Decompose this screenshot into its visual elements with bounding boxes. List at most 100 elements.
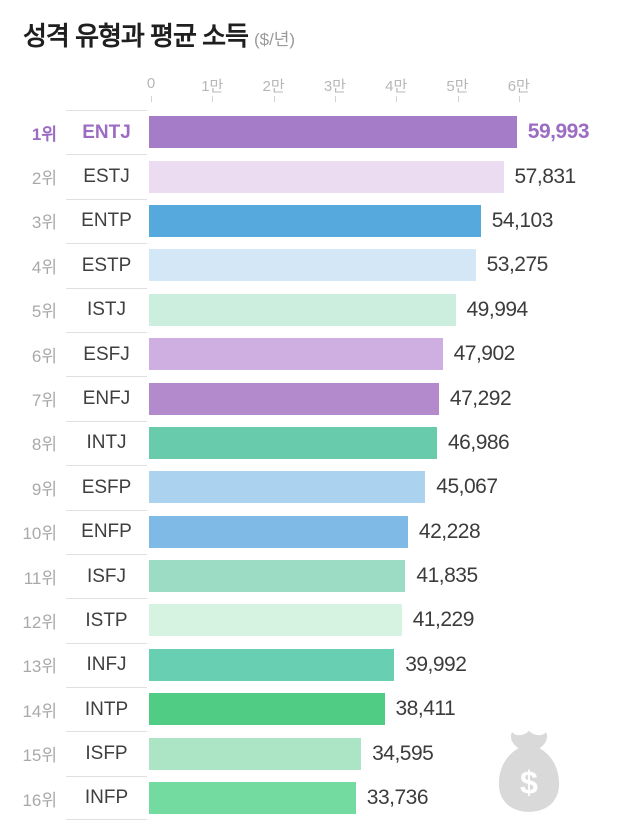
chart-row-infp: 16위 INFP 33,736 [0, 775, 617, 821]
money-bag-icon: $ [494, 726, 564, 823]
type-label: ISTP [66, 598, 147, 642]
axis-tick-mark [273, 96, 275, 102]
bar [149, 249, 476, 282]
bar [149, 160, 504, 193]
chart-row-isfj: 11위 ISFJ 41,835 [0, 553, 617, 598]
chart-row-isfp: 15위 ISFP 34,595 [0, 731, 617, 775]
bar [149, 116, 517, 149]
chart-row-istj: 5위 ISTJ 49,994 [0, 287, 617, 332]
bar-zone: 34,595 [147, 731, 617, 775]
rank-label: 14위 [22, 701, 57, 721]
axis-tick-label: 6만 [507, 78, 530, 95]
bar-zone: 41,229 [147, 598, 617, 642]
axis-tick-mark [334, 96, 336, 102]
bar-zone: 42,228 [147, 510, 617, 554]
type-label: ESFP [66, 465, 147, 509]
rank-label: 6위 [31, 346, 57, 366]
bar [149, 293, 456, 326]
chart-row-entp: 3위 ENTP 54,103 [0, 198, 617, 243]
rank-label: 1위 [31, 124, 57, 144]
type-label: ENFP [66, 509, 147, 554]
rank-label: 15위 [22, 746, 57, 766]
chart-title-text: 성격 유형과 평균 소득 [23, 21, 249, 51]
chart-title-unit: ($/년) [253, 30, 296, 49]
money-bag-shape [498, 730, 560, 812]
bar [149, 471, 426, 504]
bar-zone: 49,994 [147, 288, 617, 332]
type-label: ESFJ [66, 331, 147, 376]
bar [149, 560, 406, 593]
bar [149, 338, 443, 371]
axis-tick-mark [518, 96, 520, 102]
bar [149, 693, 385, 726]
bar [149, 426, 437, 459]
type-label: INFP [66, 775, 147, 821]
bar-zone: 54,103 [147, 199, 617, 243]
chart-row-esfj: 6위 ESFJ 47,902 [0, 331, 617, 376]
chart-row-esfp: 9위 ESFP 45,067 [0, 465, 617, 509]
bar [149, 515, 408, 548]
value-label: 59,993 [527, 120, 590, 144]
chart-row-intp: 14위 INTP 38,411 [0, 687, 617, 731]
value-label: 41,835 [416, 564, 478, 588]
rank-label: 7위 [31, 391, 57, 411]
rank-label: 12위 [22, 612, 57, 632]
rank-label: 2위 [31, 169, 57, 189]
type-label: ENFJ [66, 376, 147, 420]
axis-tick-label: 4만 [385, 78, 408, 95]
rank-label: 13위 [22, 657, 57, 677]
value-label: 46,986 [448, 430, 510, 454]
bar-zone: 53,275 [147, 243, 617, 287]
axis-tick-label: 0 [146, 75, 156, 92]
bar [149, 648, 395, 681]
bar [149, 782, 356, 815]
value-label: 53,275 [486, 253, 549, 277]
bar-zone: 38,411 [147, 687, 617, 731]
rank-label: 9위 [31, 479, 57, 499]
type-label: ISFP [66, 731, 147, 775]
type-label: ENTJ [66, 110, 147, 154]
dollar-sign: $ [520, 765, 538, 801]
bar-zone: 47,292 [147, 376, 617, 420]
bar-zone: 57,831 [147, 154, 617, 198]
rank-label: 10위 [22, 524, 57, 544]
value-label: 42,228 [418, 519, 481, 543]
rank-label: 8위 [31, 435, 57, 455]
axis-tick-mark [212, 96, 214, 102]
bar-zone: 45,067 [147, 465, 617, 509]
value-label: 45,067 [436, 475, 498, 499]
bar-zone: 39,992 [147, 643, 617, 687]
chart-row-estj: 2위 ESTJ 57,831 [0, 154, 617, 198]
type-label: INFJ [66, 642, 147, 687]
axis-tick-label: 2만 [262, 78, 285, 95]
axis-tick-mark [396, 96, 398, 102]
value-label: 39,992 [405, 652, 467, 676]
rank-label: 3위 [31, 213, 57, 233]
axis-tick-mark [457, 96, 459, 102]
type-label: ESTP [66, 243, 147, 287]
type-label: ISFJ [66, 553, 147, 598]
rank-label: 4위 [31, 257, 57, 277]
rank-label: 11위 [23, 568, 57, 588]
type-label: ENTP [66, 198, 147, 243]
type-label: ESTJ [66, 154, 147, 198]
chart-row-enfp: 10위 ENFP 42,228 [0, 509, 617, 554]
value-label: 47,292 [449, 386, 512, 410]
bar [149, 382, 439, 415]
type-label: INTJ [66, 420, 147, 465]
bar-zone: 41,835 [147, 554, 617, 598]
value-label: 47,902 [453, 342, 516, 366]
value-label: 33,736 [366, 786, 429, 810]
axis-tick-label: 5만 [446, 78, 469, 95]
axis-tick-mark [151, 96, 152, 102]
bar-zone: 47,902 [147, 332, 617, 376]
bar [149, 204, 481, 237]
bar-zone: 59,993 [147, 110, 617, 154]
rank-label: 16위 [22, 790, 57, 810]
type-label: ISTJ [66, 287, 147, 332]
chart-row-estp: 4위 ESTP 53,275 [0, 243, 617, 287]
rank-label: 5위 [31, 302, 57, 322]
axis-tick-label: 3만 [323, 78, 346, 95]
bar [149, 604, 402, 637]
bar [149, 737, 362, 770]
